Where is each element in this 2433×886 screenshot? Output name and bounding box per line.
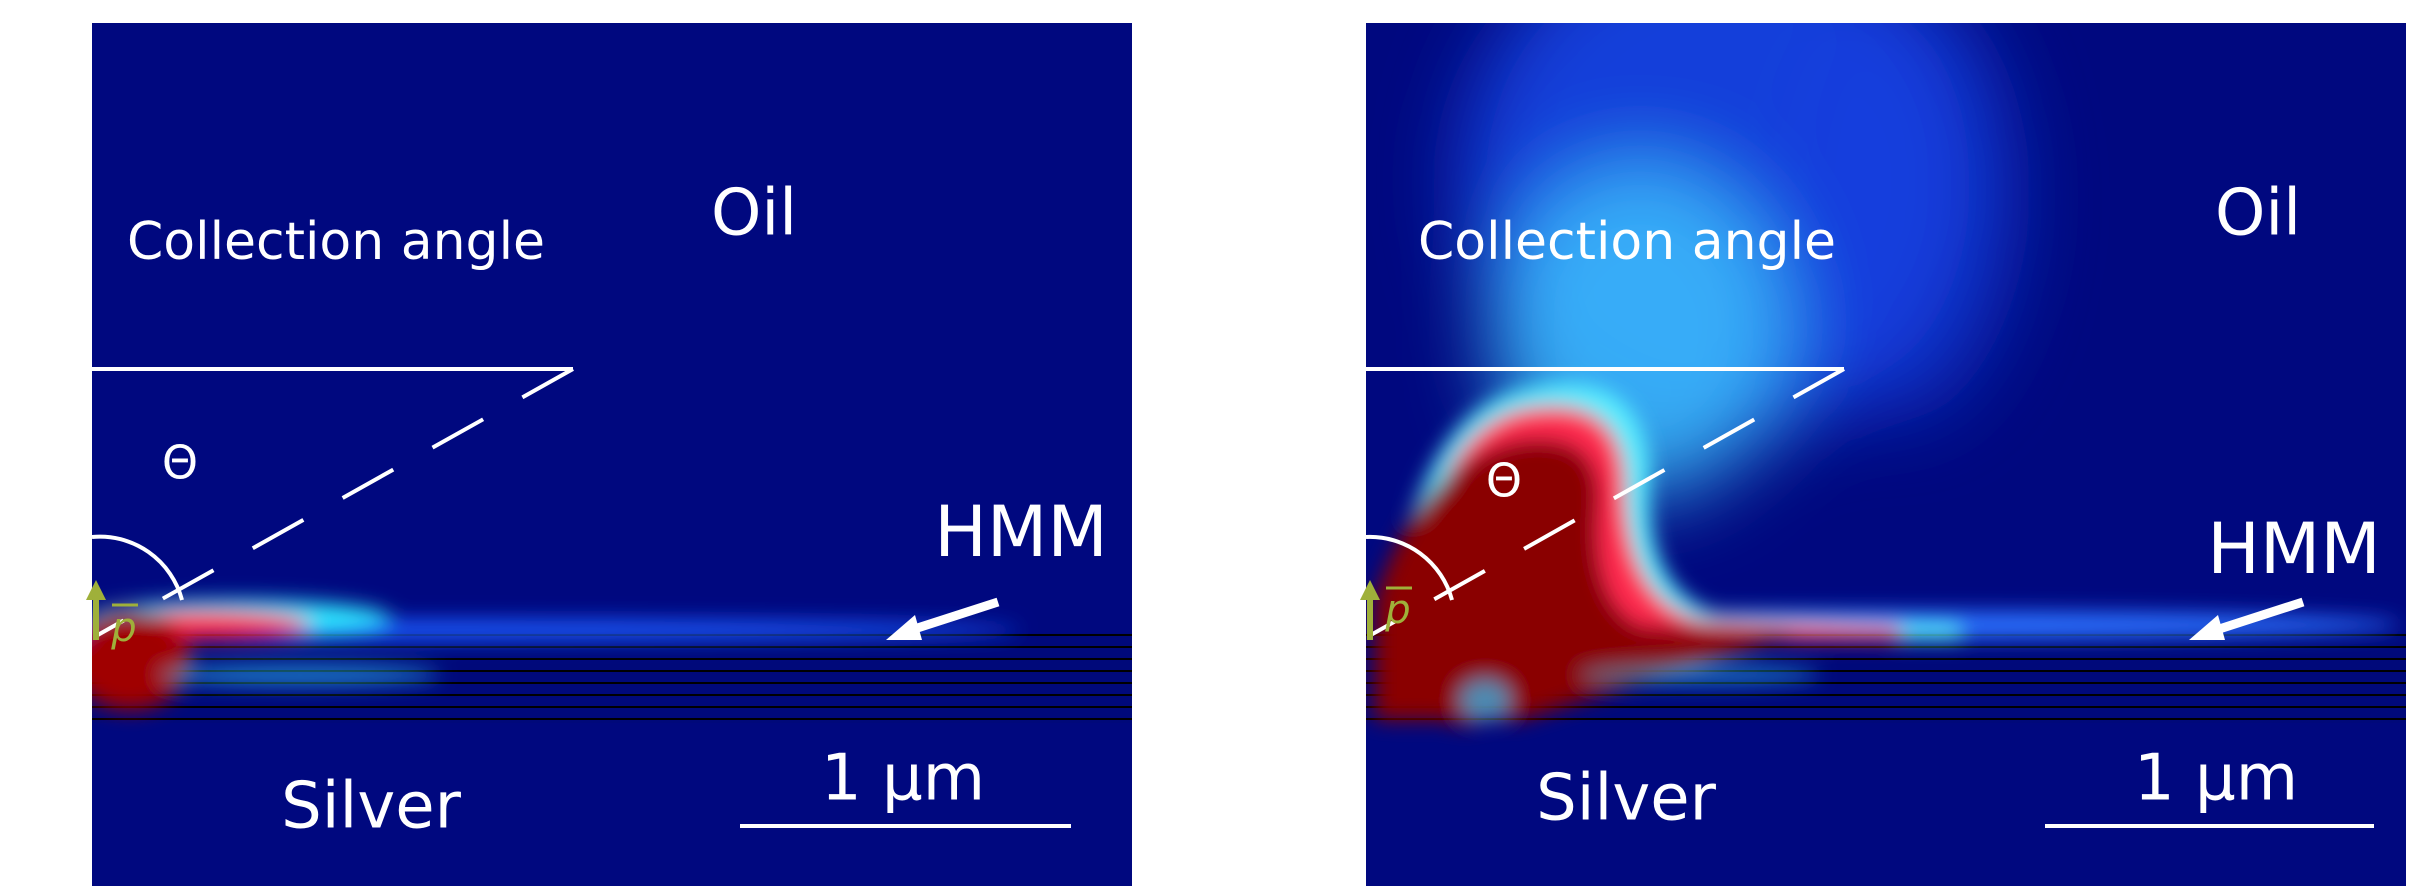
collection-angle-label: Collection angle	[127, 212, 545, 272]
hmm-label: HMM	[2207, 508, 2380, 590]
dipole-label: p	[1384, 587, 1410, 633]
figure: Collection angle Oil Θ HMM Silver 1 μm p	[0, 0, 2433, 886]
dipole-label: p	[110, 605, 136, 651]
hmm-label: HMM	[934, 491, 1107, 573]
medium-bottom-label: Silver	[1536, 762, 1716, 836]
collection-angle-label: Collection angle	[1418, 212, 1836, 272]
angle-symbol: Θ	[1486, 454, 1522, 508]
medium-top-label: Oil	[711, 177, 797, 251]
scale-bar-label: 1 μm	[821, 742, 985, 816]
scale-bar-label: 1 μm	[2134, 742, 2298, 816]
medium-top-label: Oil	[2215, 177, 2301, 251]
angle-symbol: Θ	[162, 436, 198, 490]
medium-bottom-label: Silver	[281, 770, 461, 844]
